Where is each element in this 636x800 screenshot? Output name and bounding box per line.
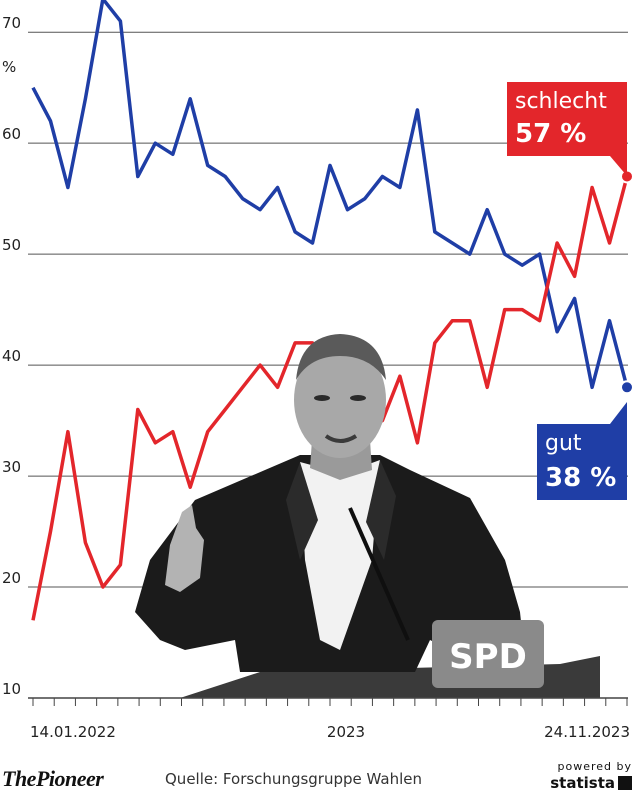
y-tick-label-30: 30 <box>2 458 21 476</box>
callout-schlecht-value: 57 % <box>515 119 586 149</box>
x-tick-label-2023: 2023 <box>327 723 365 741</box>
statista-text: statista <box>550 774 615 792</box>
callout-gut-tail <box>610 402 627 424</box>
spd-sign-text: SPD <box>449 637 527 677</box>
series-line-schlecht <box>31 0 629 390</box>
y-tick-label-40: 40 <box>2 347 21 365</box>
source-text: Quelle: Forschungsgruppe Wahlen <box>165 770 422 788</box>
eye-left <box>314 395 330 401</box>
speaker-photo: SPD <box>135 334 600 698</box>
callout-gut: gut 38 % <box>537 402 627 500</box>
mouth <box>324 434 358 443</box>
callout-schlecht-box <box>507 82 627 156</box>
head <box>294 342 386 458</box>
y-tick-label-60: 60 <box>2 125 21 143</box>
y-tick-label-50: 50 <box>2 236 21 254</box>
y-tick-label-20: 20 <box>2 569 21 587</box>
brand-logo: ThePioneer <box>2 766 104 791</box>
x-tick-label-start: 14.01.2022 <box>30 723 116 741</box>
statista-logo-icon <box>618 776 632 790</box>
y-tick-label-10: 10 <box>2 680 21 698</box>
y-axis-unit-label: % <box>2 58 16 76</box>
callout-schlecht: schlecht 57 % <box>507 82 627 176</box>
hand <box>165 505 204 592</box>
x-axis-ticks <box>32 698 628 706</box>
y-tick-label-70: 70 <box>2 14 21 32</box>
x-tick-label-end: 24.11.2023 <box>544 723 630 741</box>
microphone <box>348 507 410 641</box>
series-endpoints <box>620 169 634 395</box>
shirt <box>300 460 380 650</box>
lapel-right <box>366 460 396 560</box>
powered-by-text: powered by <box>557 760 632 773</box>
callout-schlecht-label: schlecht <box>515 89 607 114</box>
line-chart: 10 20 30 40 50 60 70 % SPD 14.01.2022 2023 24.… <box>2 0 634 741</box>
eye-right <box>350 395 366 401</box>
callout-gut-label: gut <box>545 431 582 456</box>
spd-sign <box>432 620 544 688</box>
callout-gut-value: 38 % <box>545 463 616 493</box>
hair <box>296 334 386 380</box>
callout-gut-box <box>537 424 627 500</box>
series-endpoint-schlecht <box>620 380 634 395</box>
lapel-left <box>286 462 318 560</box>
statista-badge: powered by statista <box>550 760 632 792</box>
callout-schlecht-tail <box>610 156 627 176</box>
footer: ThePioneer Quelle: Forschungsgruppe Wahl… <box>0 760 636 800</box>
y-axis-ticks: 10 20 30 40 50 60 70 <box>2 14 21 698</box>
